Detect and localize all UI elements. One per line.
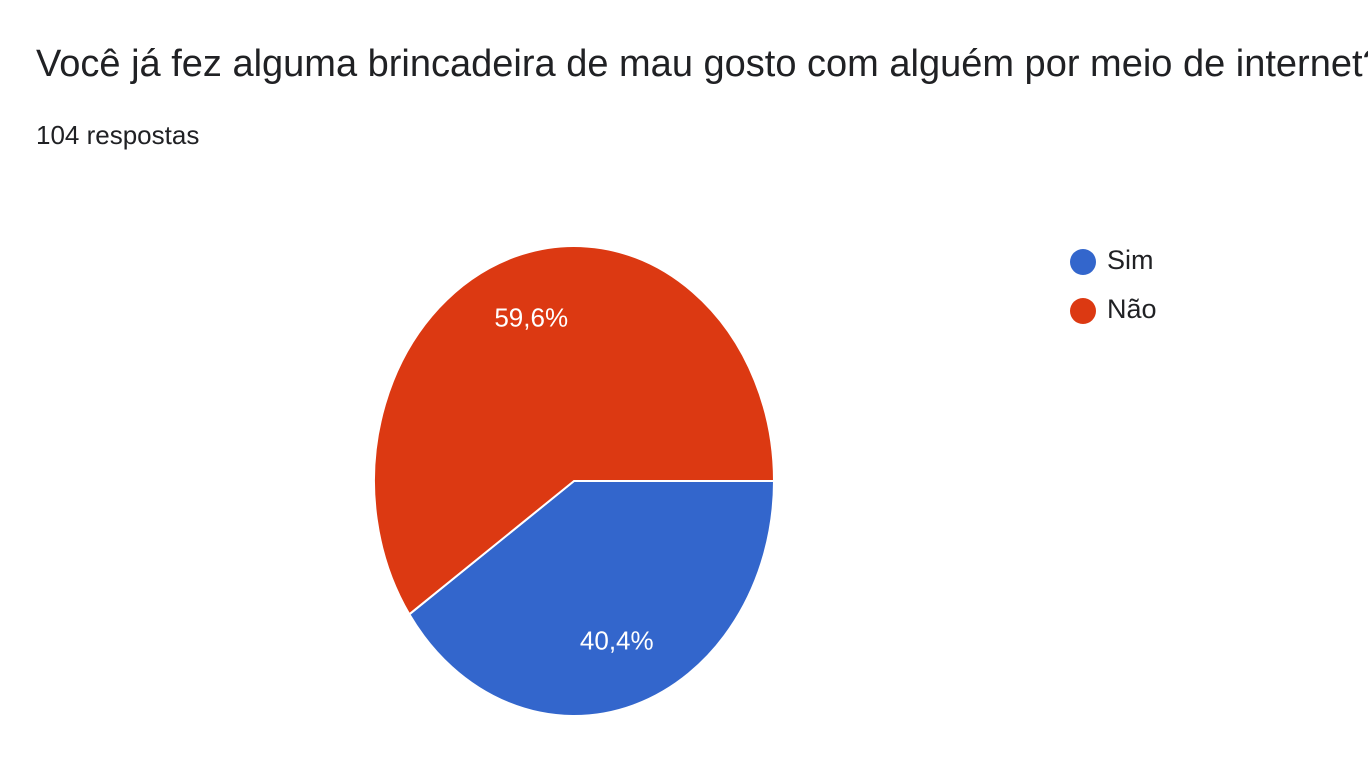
legend-swatch: [1070, 249, 1096, 275]
slice-value-label: 59,6%: [494, 302, 568, 332]
pie-slice-sim: [407, 480, 776, 717]
legend-label: Sim: [1107, 245, 1154, 275]
chart-legend: Sim Não: [1070, 245, 1157, 324]
pie-slices: [373, 245, 776, 717]
question-title: Você já fez alguma brincadeira de mau go…: [36, 43, 1368, 85]
legend-label: Não: [1107, 294, 1157, 324]
legend-item: Não: [1070, 294, 1157, 324]
response-count: 104 respostas: [36, 120, 200, 150]
legend-swatch: [1070, 298, 1096, 324]
pie-slice-nao: [373, 245, 776, 616]
slice-value-label: 40,4%: [580, 625, 654, 655]
pie-slice-labels: 40,4% 59,6%: [494, 302, 653, 655]
legend-item: Sim: [1070, 245, 1154, 275]
